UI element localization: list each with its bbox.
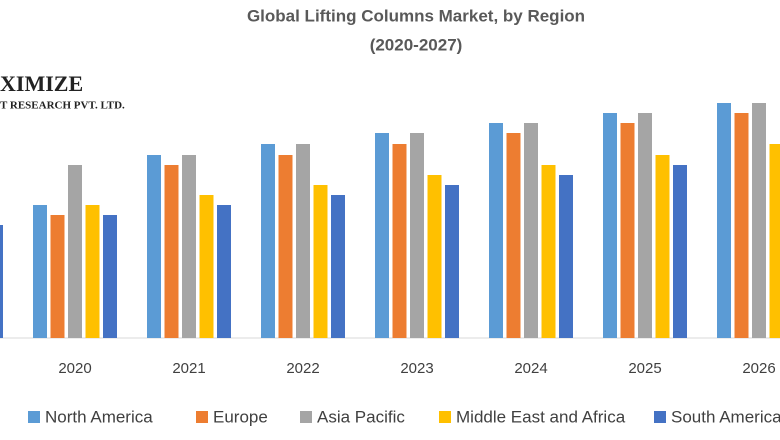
bar — [182, 155, 196, 338]
bar — [427, 175, 442, 338]
bar — [638, 113, 652, 338]
x-tick-label: 2022 — [286, 360, 319, 377]
legend-swatch — [439, 411, 451, 423]
bar — [392, 144, 407, 338]
x-tick-label: 2025 — [628, 360, 661, 377]
chart-title: Global Lifting Columns Market, by Region — [247, 6, 585, 25]
bar — [717, 103, 731, 338]
bar — [734, 113, 749, 338]
x-tick-label: 2020 — [58, 360, 91, 377]
logo-name: XIMIZE — [0, 71, 83, 96]
bar — [296, 144, 310, 338]
bar — [331, 195, 345, 338]
bar — [541, 165, 556, 338]
bar — [445, 185, 459, 338]
x-tick-label: 2021 — [172, 360, 205, 377]
bar — [673, 165, 687, 338]
bar — [752, 103, 766, 338]
legend-label: North America — [45, 407, 153, 426]
bar — [164, 165, 179, 338]
legend-swatch — [300, 411, 312, 423]
bar — [147, 155, 161, 338]
bar — [199, 195, 214, 338]
bar — [217, 205, 231, 338]
x-tick-label: 2024 — [514, 360, 547, 377]
bar — [313, 185, 328, 338]
bar — [33, 205, 47, 338]
legend-label: Europe — [213, 407, 268, 426]
legend-label: South America — [671, 407, 780, 426]
bar — [68, 165, 82, 338]
bar — [489, 123, 503, 338]
bar — [524, 123, 538, 338]
bar — [559, 175, 573, 338]
logo-tagline: T RESEARCH PVT. LTD. — [0, 100, 125, 112]
bar — [278, 155, 293, 338]
bar — [769, 144, 780, 338]
bar — [620, 123, 635, 338]
bar — [261, 144, 275, 338]
bar — [50, 215, 65, 338]
chart-subtitle: (2020-2027) — [370, 35, 463, 54]
bar — [375, 133, 389, 338]
x-tick-label: 2026 — [742, 360, 775, 377]
x-tick-label: 2023 — [400, 360, 433, 377]
legend-swatch — [654, 411, 666, 423]
bar — [85, 205, 100, 338]
legend-swatch — [196, 411, 208, 423]
bar — [506, 133, 521, 338]
bar — [655, 155, 670, 338]
bar — [603, 113, 617, 338]
legend-label: Asia Pacific — [317, 407, 405, 426]
legend-label: Middle East and Africa — [456, 407, 626, 426]
legend-swatch — [28, 411, 40, 423]
bar — [103, 215, 117, 338]
bar — [410, 133, 424, 338]
bar — [0, 225, 3, 338]
